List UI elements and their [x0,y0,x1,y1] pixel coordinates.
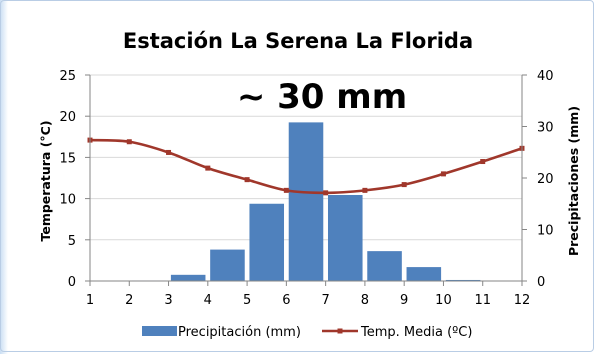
point-temperatura [440,171,446,177]
chart-title: Estación La Serena La Florida [123,29,473,53]
x-tick-label: 3 [164,293,172,308]
x-tick-label: 1 [86,293,94,308]
bar-precipitacion [406,267,442,281]
bar-precipitacion [249,203,285,281]
line-temperatura [89,138,523,195]
y-right-tick-label: 0 [537,275,545,290]
point-temperatura [283,187,289,193]
bar-precipitacion [210,249,245,281]
y-left-tick-label: 25 [59,69,76,84]
point-temperatura [166,149,172,155]
point-temperatura [244,177,250,183]
annotation-text: ~ 30 mm [237,77,407,117]
point-temperatura [126,139,132,145]
y-left-tick-label: 0 [68,275,76,290]
x-tick-label: 8 [361,293,369,308]
y-left-tick-label: 15 [59,151,76,166]
bar-series-precipitacion [131,122,481,282]
x-tick-label: 2 [125,293,133,308]
y-right-tick-label: 40 [537,69,554,84]
x-tick-label: 5 [243,293,251,308]
frame-left-band [0,0,8,354]
legend-label-precipitacion: Precipitación (mm) [178,325,301,340]
y-right-tick-label: 10 [537,224,554,239]
bar-precipitacion [288,122,324,281]
x-tick-label: 9 [400,293,408,308]
point-temperatura [401,182,407,188]
x-tick-label: 12 [514,293,531,308]
y-right-tick-label: 20 [537,172,554,187]
bar-precipitacion [445,279,481,281]
point-temperatura [362,187,368,193]
bar-precipitacion [327,194,363,281]
y-left-tick-label: 10 [59,193,76,208]
y-left-tick-label: 20 [59,110,76,125]
bar-precipitacion [170,274,206,281]
legend-marker-temperatura [337,328,343,334]
y-axis-right-label: Precipitaciones (mm) [566,106,581,256]
bar-precipitacion [367,251,402,281]
y-left-tick-label: 5 [68,234,76,249]
point-temperatura [205,165,211,171]
y-axis-left-label: Temperatura (°C) [38,120,53,241]
x-tick-label: 10 [435,293,452,308]
y-right-tick-label: 30 [537,121,554,136]
legend-swatch-precipitacion [142,326,177,336]
legend: Precipitación (mm) Temp. Media (ºC) [142,325,472,340]
x-tick-label: 7 [321,293,329,308]
point-temperatura [323,190,329,196]
x-tick-label: 11 [474,293,491,308]
x-tick-label: 4 [204,293,212,308]
legend-label-temperatura: Temp. Media (ºC) [360,325,472,340]
point-temperatura [480,159,486,165]
x-tick-label: 6 [282,293,290,308]
